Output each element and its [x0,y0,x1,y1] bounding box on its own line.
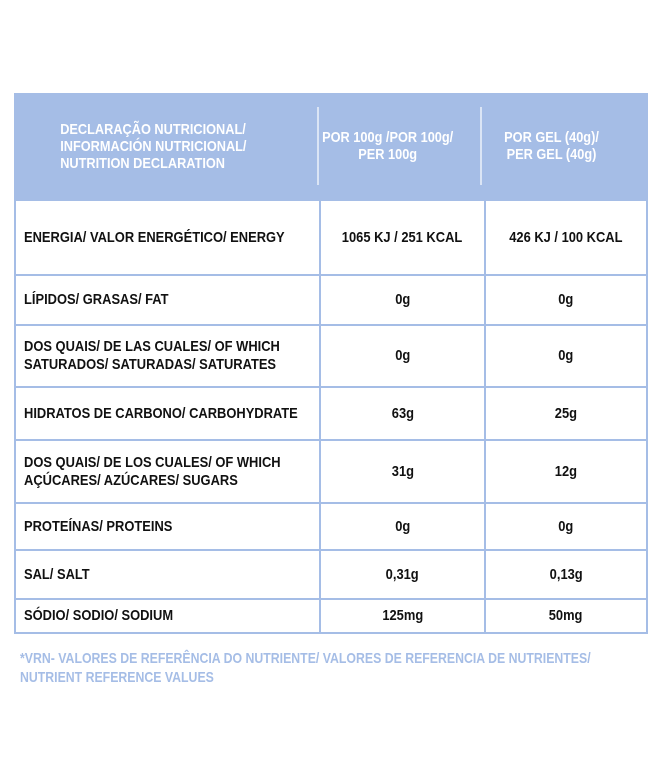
row-value-per-100g: 0g [321,276,486,324]
row-value-text: 63g [391,404,414,422]
row-label-text: ENERGIA/ VALOR ENERGÉTICO/ ENERGY [24,228,285,246]
header-per-100g-line-2: PER 100g [358,146,417,163]
row-label-text: DOS QUAIS/ DE LAS CUALES/ OF WHICH [24,338,280,355]
row-value-per-gel: 0,13g [486,551,646,598]
row-label: SAL/ SALT [16,551,321,598]
row-value-text: 31g [391,462,414,480]
row-label-text: PROTEÍNAS/ PROTEINS [24,517,173,535]
row-value-per-100g: 0g [321,326,486,386]
row-value-per-gel: 50mg [486,600,646,632]
row-value-text: 50mg [549,607,583,624]
footnote: *VRN- VALORES DE REFERÊNCIA DO NUTRIENTE… [20,649,660,687]
header-declaration: DECLARAÇÃO NUTRICIONAL/ INFORMACIÓN NUTR… [16,95,272,197]
table-row-proteins: PROTEÍNAS/ PROTEINS 0g 0g [16,502,646,549]
row-value-per-100g: 31g [321,441,486,502]
header-per-gel: POR GEL (40g)/ PER GEL (40g) [482,95,621,197]
row-label: SÓDIO/ SODIO/ SODIUM [16,600,321,632]
row-label-text: HIDRATOS DE CARBONO/ CARBOHYDRATE [24,404,298,422]
row-value-text: 1065 KJ / 251 KCAL [342,228,463,246]
row-value-per-gel: 0g [486,276,646,324]
row-label-text: AÇÚCARES/ AZÚCARES/ SUGARS [24,471,238,489]
header-per-100g: POR 100g /POR 100g/ PER 100g [319,95,456,197]
row-label: HIDRATOS DE CARBONO/ CARBOHYDRATE [16,388,321,439]
header-per-gel-line-2: PER GEL (40g) [507,146,597,163]
row-value-text: 0g [558,347,574,364]
row-value-per-100g: 125mg [321,600,486,632]
nutrition-table: DECLARAÇÃO NUTRICIONAL/ INFORMACIÓN NUTR… [14,93,648,634]
row-value-text: 25g [554,404,578,422]
header-per-gel-line-1: POR GEL (40g)/ [504,129,600,146]
row-value-per-100g: 1065 KJ / 251 KCAL [321,201,486,274]
row-value-per-100g: 0,31g [321,551,486,598]
row-value-per-gel: 0g [486,326,646,386]
row-label-text: SATURADOS/ SATURADAS/ SATURATES [24,356,277,373]
row-value-per-gel: 12g [486,441,646,502]
header-declaration-line-3: NUTRITION DECLARATION [60,154,225,172]
header-separator [316,107,319,185]
table-row-saturates: DOS QUAIS/ DE LAS CUALES/ OF WHICH SATUR… [16,324,646,386]
row-value-text: 0g [394,291,411,308]
footnote-line-1: *VRN- VALORES DE REFERÊNCIA DO NUTRIENTE… [20,650,591,667]
row-label-text: DOS QUAIS/ DE LOS CUALES/ OF WHICH [24,453,281,471]
header-per-100g-line-1: POR 100g /POR 100g/ [321,129,454,146]
row-label: DOS QUAIS/ DE LAS CUALES/ OF WHICH SATUR… [16,326,321,386]
row-value-text: 426 KJ / 100 KCAL [509,228,623,246]
table-row-sodium: SÓDIO/ SODIO/ SODIUM 125mg 50mg [16,598,646,632]
row-value-per-gel: 0g [486,504,646,549]
header-separator [480,107,483,185]
row-value-text: 0g [558,517,574,535]
row-value-text: 0g [394,347,411,364]
row-value-text: 0g [394,517,411,535]
table-row-sugars: DOS QUAIS/ DE LOS CUALES/ OF WHICH AÇÚCA… [16,439,646,502]
table-header: DECLARAÇÃO NUTRICIONAL/ INFORMACIÓN NUTR… [16,95,646,199]
footnote-line-2: NUTRIENT REFERENCE VALUES [20,669,214,686]
table-row-fat: LÍPIDOS/ GRASAS/ FAT 0g 0g [16,274,646,324]
row-label-text: LÍPIDOS/ GRASAS/ FAT [24,291,169,308]
table-row-energy: ENERGIA/ VALOR ENERGÉTICO/ ENERGY 1065 K… [16,199,646,274]
row-label-text: SAL/ SALT [24,565,90,583]
row-value-text: 125mg [382,607,423,624]
row-value-text: 0,13g [549,565,583,583]
header-declaration-line-2: INFORMACIÓN NUTRICIONAL/ [60,137,247,155]
table-row-salt: SAL/ SALT 0,31g 0,13g [16,549,646,598]
row-label: DOS QUAIS/ DE LOS CUALES/ OF WHICH AÇÚCA… [16,441,321,502]
row-value-text: 0,31g [385,565,419,583]
row-value-text: 0g [558,291,574,308]
header-declaration-line-1: DECLARAÇÃO NUTRICIONAL/ [60,120,246,138]
row-value-per-gel: 426 KJ / 100 KCAL [486,201,646,274]
row-label-text: SÓDIO/ SODIO/ SODIUM [24,607,174,624]
row-label: PROTEÍNAS/ PROTEINS [16,504,321,549]
table-row-carbohydrate: HIDRATOS DE CARBONO/ CARBOHYDRATE 63g 25… [16,386,646,439]
row-label: LÍPIDOS/ GRASAS/ FAT [16,276,321,324]
row-value-per-gel: 25g [486,388,646,439]
row-value-text: 12g [554,462,578,480]
row-value-per-100g: 63g [321,388,486,439]
row-label: ENERGIA/ VALOR ENERGÉTICO/ ENERGY [16,201,321,274]
row-value-per-100g: 0g [321,504,486,549]
